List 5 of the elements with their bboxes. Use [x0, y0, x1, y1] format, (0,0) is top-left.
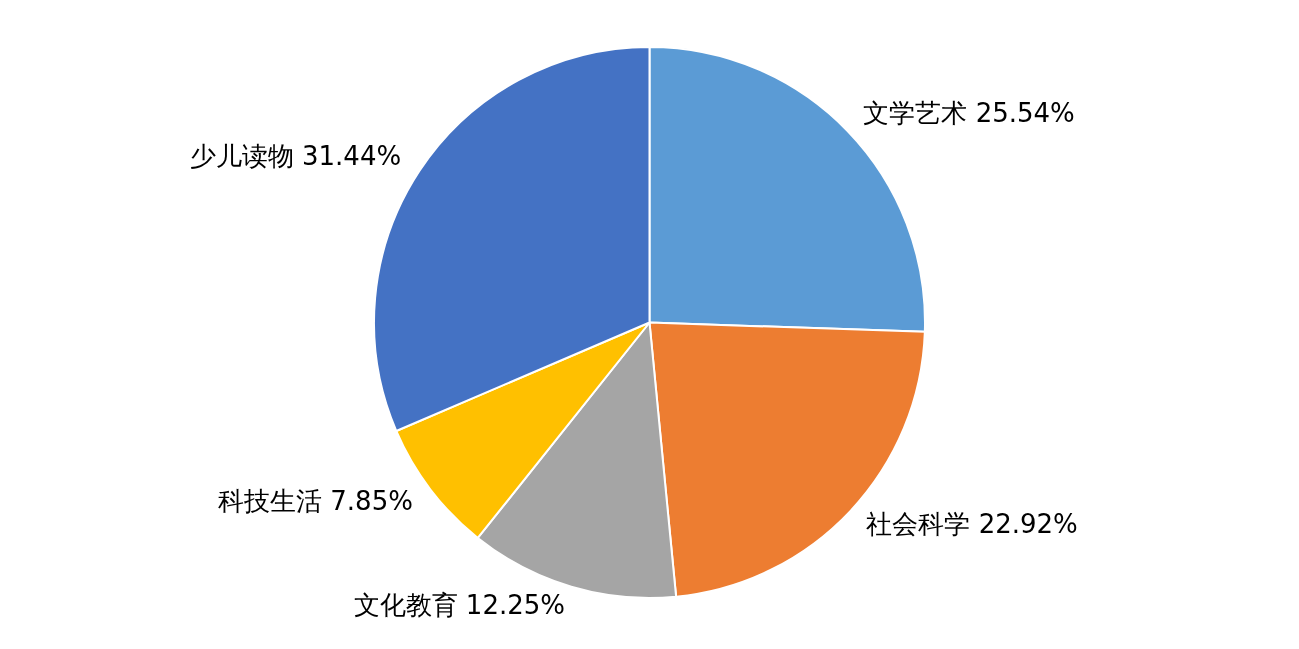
slice-label: 少儿读物 31.44%: [189, 141, 402, 172]
slice-label: 社会科学 22.92%: [866, 508, 1078, 539]
slice-label: 文化教育 12.25%: [353, 590, 565, 621]
slice-label: 科技生活 7.85%: [218, 485, 413, 516]
slice-label: 文学艺术 25.54%: [863, 98, 1075, 129]
